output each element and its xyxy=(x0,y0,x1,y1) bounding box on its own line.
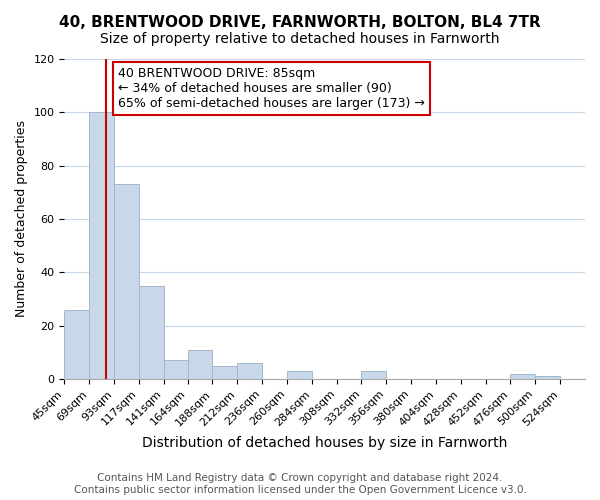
Bar xyxy=(139,286,164,379)
Text: 40, BRENTWOOD DRIVE, FARNWORTH, BOLTON, BL4 7TR: 40, BRENTWOOD DRIVE, FARNWORTH, BOLTON, … xyxy=(59,15,541,30)
Bar xyxy=(535,376,560,379)
Bar xyxy=(511,374,535,379)
Text: Size of property relative to detached houses in Farnworth: Size of property relative to detached ho… xyxy=(100,32,500,46)
Bar xyxy=(64,310,89,379)
Text: 40 BRENTWOOD DRIVE: 85sqm
← 34% of detached houses are smaller (90)
65% of semi-: 40 BRENTWOOD DRIVE: 85sqm ← 34% of detac… xyxy=(118,67,425,110)
Bar xyxy=(237,363,262,379)
Y-axis label: Number of detached properties: Number of detached properties xyxy=(15,120,28,318)
Bar xyxy=(164,360,188,379)
Bar xyxy=(188,350,212,379)
X-axis label: Distribution of detached houses by size in Farnworth: Distribution of detached houses by size … xyxy=(142,436,508,450)
Bar xyxy=(361,371,386,379)
Text: Contains HM Land Registry data © Crown copyright and database right 2024.
Contai: Contains HM Land Registry data © Crown c… xyxy=(74,474,526,495)
Bar xyxy=(287,371,312,379)
Bar xyxy=(212,366,237,379)
Bar xyxy=(114,184,139,379)
Bar xyxy=(89,112,114,379)
